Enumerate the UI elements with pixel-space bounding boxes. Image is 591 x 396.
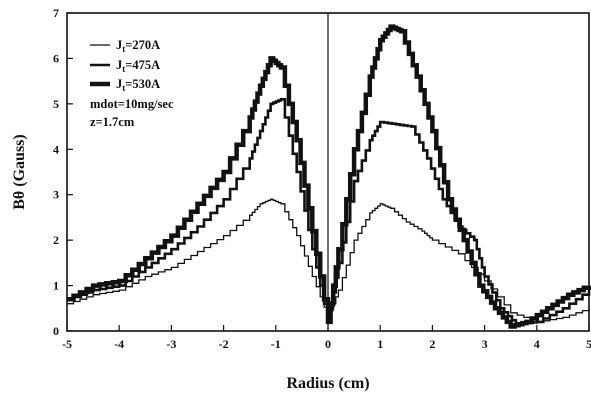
legend-label-530a: Jt=530A (116, 77, 160, 93)
y-tick-label: 3 (53, 188, 59, 202)
annotation-z: z=1.7cm (90, 115, 135, 129)
y-tick-label: 1 (53, 279, 59, 293)
x-tick-label: 3 (482, 337, 488, 351)
series-layer (67, 24, 591, 329)
y-tick-label: 4 (53, 142, 59, 156)
annotation-mdot: mdot=10mg/sec (90, 97, 174, 111)
x-tick-label: 5 (586, 337, 591, 351)
x-tick-label: -4 (114, 337, 124, 351)
x-tick-label: 0 (325, 337, 331, 351)
legend-label-270a: Jt=270A (116, 38, 160, 54)
x-tick-label: 4 (534, 337, 540, 351)
y-tick-label: 6 (53, 51, 59, 65)
x-tick-label: 2 (429, 337, 435, 351)
axis-ticks: -5 -4 -3 -2 -1 0 1 2 3 4 5 0 1 2 3 4 5 6 7 (53, 6, 591, 351)
x-tick-label: 1 (377, 337, 383, 351)
x-tick-label: -2 (219, 337, 229, 351)
legend-label-475a: Jt=475A (116, 58, 160, 74)
y-tick-label: 2 (53, 233, 59, 247)
series-line-530a (67, 24, 591, 329)
legend: Jt=270A Jt=475A Jt=530A (90, 38, 160, 93)
x-tick-label: -1 (271, 337, 281, 351)
y-axis-title: Bθ (Gauss) (11, 134, 28, 209)
x-axis-title: Radius (cm) (286, 375, 369, 392)
y-tick-label: 7 (53, 6, 59, 20)
x-tick-label: -3 (166, 337, 176, 351)
y-tick-label: 0 (53, 324, 59, 338)
x-tick-label: -5 (62, 337, 72, 351)
y-tick-label: 5 (53, 97, 59, 111)
